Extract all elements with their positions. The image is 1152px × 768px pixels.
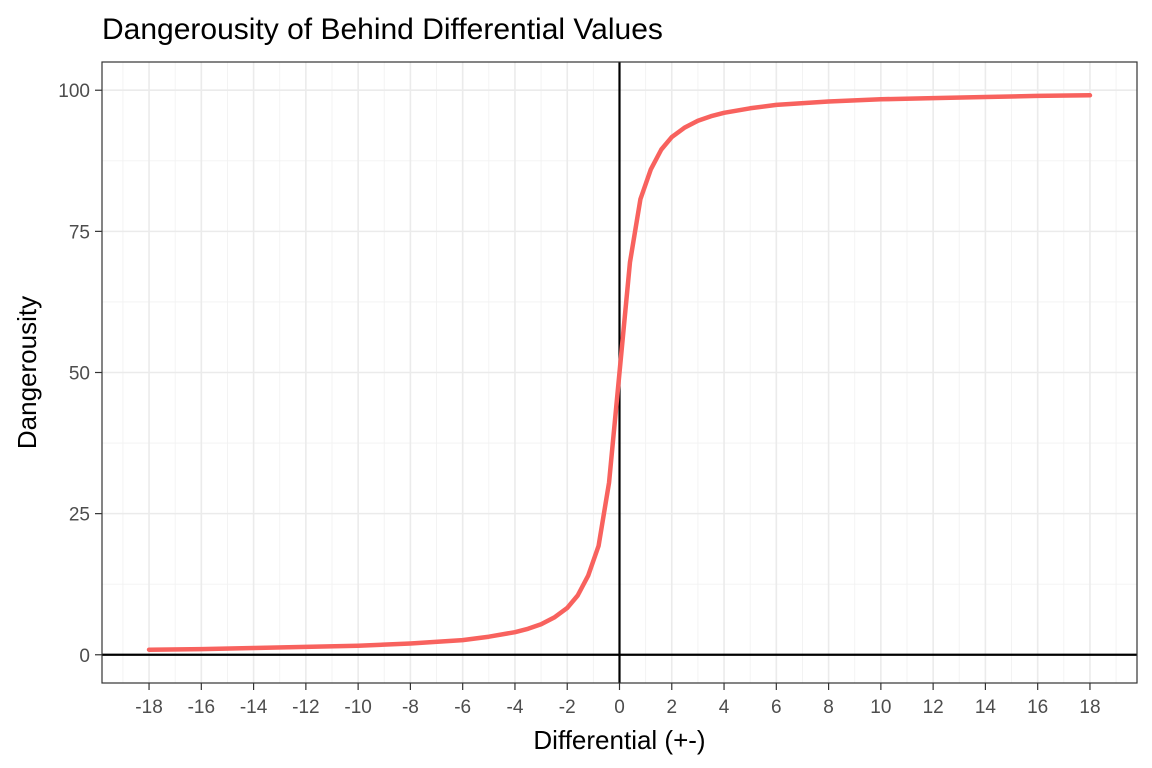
grid-lines bbox=[102, 62, 1137, 683]
x-tick-label: -4 bbox=[507, 697, 524, 718]
y-tick-label: 0 bbox=[79, 646, 90, 667]
x-tick-label: 8 bbox=[823, 697, 834, 718]
x-tick-label: -16 bbox=[188, 697, 215, 718]
y-tick-label: 25 bbox=[69, 505, 90, 526]
y-axis: 0 25 50 75 100 bbox=[58, 81, 102, 667]
x-tick-label: -18 bbox=[135, 697, 162, 718]
y-tick-label: 100 bbox=[58, 81, 90, 102]
x-tick-label: 16 bbox=[1027, 697, 1048, 718]
x-tick-label: 12 bbox=[923, 697, 944, 718]
x-tick-label: 10 bbox=[870, 697, 891, 718]
series-layer bbox=[146, 93, 1093, 652]
x-tick-label: 18 bbox=[1079, 697, 1100, 718]
y-tick-label: 75 bbox=[69, 222, 90, 243]
x-axis: -18 -16 -14 -12 -10 -8 -6 -4 -2 0 2 4 6 8 10 12 14 16 18 bbox=[135, 683, 1101, 718]
x-tick-label: 6 bbox=[771, 697, 782, 718]
series-line-0 bbox=[146, 93, 1093, 652]
x-tick-label: 4 bbox=[719, 697, 730, 718]
x-tick-label: -8 bbox=[402, 697, 419, 718]
x-tick-label: 14 bbox=[975, 697, 997, 718]
x-tick-label: -12 bbox=[292, 697, 319, 718]
x-tick-label: 2 bbox=[666, 697, 677, 718]
x-tick-label: -6 bbox=[454, 697, 471, 718]
x-tick-label: -10 bbox=[344, 697, 371, 718]
x-tick-label: -14 bbox=[240, 697, 268, 718]
y-axis-title: Dangerousity bbox=[12, 296, 42, 449]
x-axis-title: Differential (+-) bbox=[533, 725, 705, 755]
y-tick-label: 50 bbox=[69, 364, 90, 385]
chart-title: Dangerousity of Behind Differential Valu… bbox=[102, 13, 663, 46]
x-tick-label: 0 bbox=[614, 697, 625, 718]
x-tick-label: -2 bbox=[559, 697, 576, 718]
